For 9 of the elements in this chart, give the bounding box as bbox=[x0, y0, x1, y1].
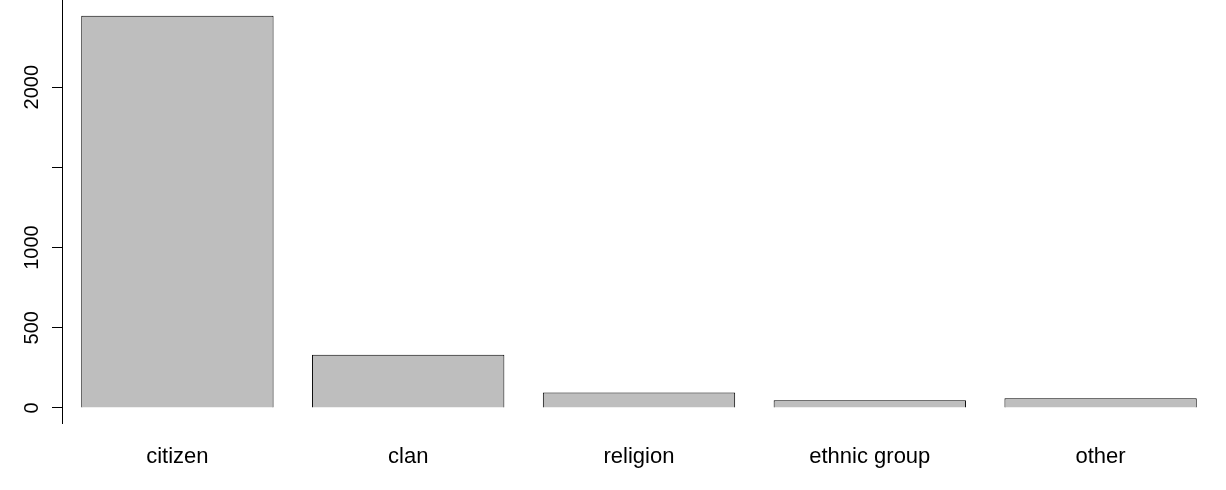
y-tick-label: 500 bbox=[19, 311, 42, 345]
y-tick-label: 2000 bbox=[19, 64, 42, 110]
x-tick-label: religion bbox=[603, 442, 675, 468]
x-tick-label: clan bbox=[388, 442, 429, 468]
y-tick-label: 1000 bbox=[19, 225, 42, 270]
x-tick-label: other bbox=[1075, 442, 1126, 468]
x-tick-label: ethnic group bbox=[809, 442, 931, 468]
y-tick-label: 0 bbox=[19, 402, 42, 414]
x-tick-label: citizen bbox=[146, 442, 209, 468]
